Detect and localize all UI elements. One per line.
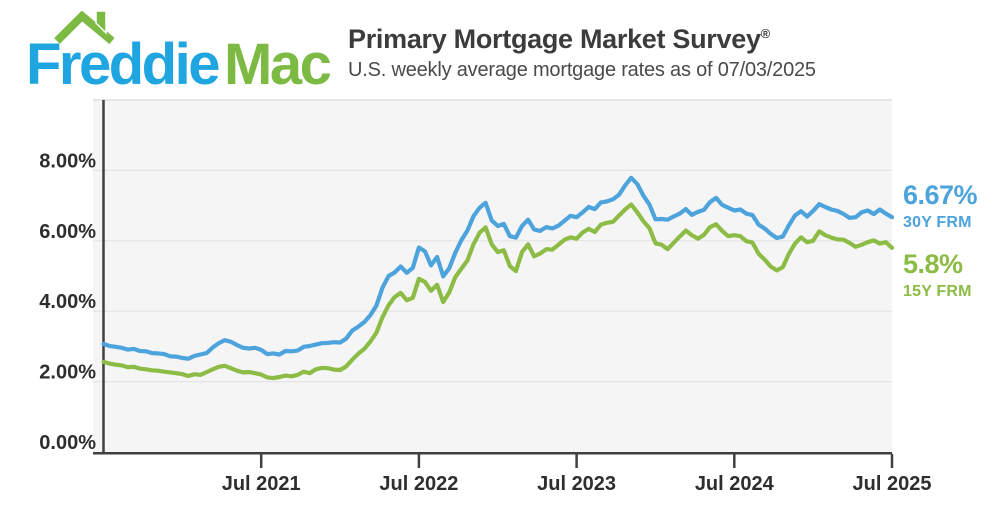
series-line-30y-frm: [101, 175, 895, 361]
x-axis-label-Jul-2024: Jul 2024: [695, 473, 775, 495]
x-axis-label-Jul-2025: Jul 2025: [853, 473, 932, 495]
callout-15y-value: 5.8%: [903, 249, 963, 279]
x-axis-label-Jul-2021: Jul 2021: [222, 473, 301, 495]
x-axis-label-Jul-2022: Jul 2022: [379, 473, 458, 495]
logo-wordmark: Freddie Mac: [26, 36, 332, 94]
callout-30y-value: 6.67%: [903, 180, 978, 210]
y-axis-label-6.00%: 6.00%: [39, 221, 96, 243]
callout-15y-label: 15Y FRM: [903, 283, 972, 300]
callout-30y-frm: 6.67% 30Y FRM: [903, 180, 978, 232]
x-axis-label-Jul-2023: Jul 2023: [537, 473, 616, 495]
page-subtitle: U.S. weekly average mortgage rates as of…: [348, 59, 816, 81]
callout-15y-frm: 5.8% 15Y FRM: [903, 249, 972, 301]
y-axis-label-0.00%: 0.00%: [39, 432, 96, 454]
page-title: Primary Mortgage Market Survey®: [348, 24, 816, 54]
y-axis-label-2.00%: 2.00%: [39, 362, 96, 384]
series-line-15y-frm: [101, 202, 895, 381]
callout-30y-label: 30Y FRM: [903, 214, 972, 231]
page-title-text: Primary Mortgage Market Survey: [348, 24, 761, 54]
header-title-block: Primary Mortgage Market Survey® U.S. wee…: [348, 24, 816, 82]
roof-icon: [54, 10, 115, 45]
plot-background: [93, 100, 892, 452]
y-axis-label-8.00%: 8.00%: [39, 150, 96, 172]
logo-word-freddie: Freddie: [26, 32, 221, 97]
freddie-mac-logo: Freddie Mac: [24, 0, 344, 100]
y-axis-label-4.00%: 4.00%: [39, 291, 96, 313]
registered-mark: ®: [760, 26, 771, 41]
logo-word-mac: Mac: [224, 32, 332, 97]
